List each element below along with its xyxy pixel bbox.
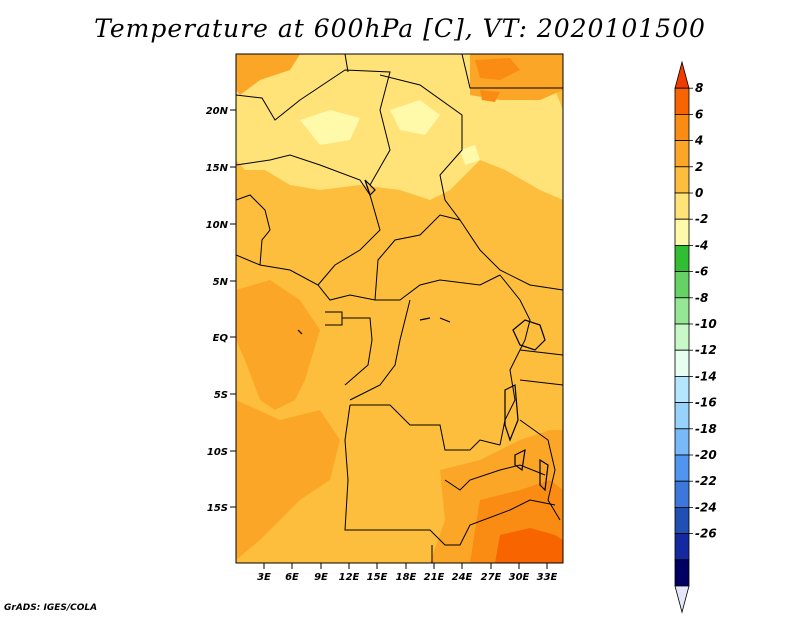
lon-tick-label: 9E bbox=[314, 572, 328, 583]
lat-tick-label: 5S bbox=[214, 390, 228, 401]
colorbar-label: -12 bbox=[695, 343, 717, 357]
lon-tick-label: 12E bbox=[339, 572, 360, 583]
lon-tick-label: 27E bbox=[481, 572, 502, 583]
colorbar-arrow-top bbox=[674, 60, 690, 89]
lat-tick-label: 10N bbox=[206, 220, 229, 231]
colorbar-label: -22 bbox=[695, 474, 717, 488]
colorbar-segment bbox=[674, 271, 690, 299]
colorbar-label: -26 bbox=[695, 527, 717, 541]
colorbar-label: 0 bbox=[695, 186, 703, 200]
colorbar-segment bbox=[674, 480, 690, 508]
colorbar-segment bbox=[674, 375, 690, 403]
lon-axis bbox=[263, 563, 548, 569]
colorbar-segment bbox=[674, 533, 690, 561]
map-title: Temperature at 600hPa [C], VT: 202010150… bbox=[94, 14, 706, 43]
map-frame bbox=[235, 53, 564, 564]
colorbar-label: 2 bbox=[695, 160, 703, 174]
lon-tick-labels: 3E 6E 9E 12E 15E 18E 21E 24E 27E 30E 33E bbox=[257, 572, 557, 583]
colorbar-segment bbox=[674, 454, 690, 482]
lon-tick-label: 33E bbox=[537, 572, 558, 583]
colorbar-segment bbox=[674, 349, 690, 377]
colorbar: 8 6 4 2 0 -2 -4 -6 -8 -10 -12 -14 -16 -18 -20 -22 -24 -26 bbox=[674, 60, 717, 614]
colorbar-label: -14 bbox=[695, 369, 717, 383]
lon-tick-label: 24E bbox=[452, 572, 473, 583]
colorbar-label: -2 bbox=[695, 212, 708, 226]
colorbar-segment bbox=[674, 114, 690, 142]
colorbar-label: 4 bbox=[694, 134, 703, 148]
colorbar-label: -20 bbox=[695, 448, 717, 462]
lat-tick-labels: 20N 15N 10N 5N EQ 5S 10S 15S bbox=[206, 106, 229, 514]
lat-tick-label: 15N bbox=[206, 163, 229, 174]
country-borders bbox=[236, 54, 563, 563]
lat-tick-label: 5N bbox=[213, 277, 229, 288]
colorbar-segment bbox=[674, 323, 690, 351]
credit-text: GrADS: IGES/COLA bbox=[4, 603, 98, 613]
lat-tick-label: 20N bbox=[206, 106, 229, 117]
colorbar-label: 8 bbox=[695, 81, 703, 95]
lat-tick-label: EQ bbox=[213, 333, 229, 344]
colorbar-label: -6 bbox=[695, 265, 708, 279]
colorbar-segment bbox=[674, 506, 690, 534]
colorbar-label: 6 bbox=[695, 107, 703, 121]
colorbar-segment bbox=[674, 559, 690, 587]
colorbar-label: -18 bbox=[695, 422, 717, 436]
lon-tick-label: 3E bbox=[257, 572, 271, 583]
colorbar-segment bbox=[674, 244, 690, 272]
colorbar-segment bbox=[674, 297, 690, 325]
colorbar-segment bbox=[674, 428, 690, 456]
colorbar-label: -16 bbox=[695, 396, 717, 410]
colorbar-segment bbox=[674, 166, 690, 194]
colorbar-segment bbox=[674, 140, 690, 168]
colorbar-segment bbox=[674, 192, 690, 220]
colorbar-segment bbox=[674, 402, 690, 430]
lon-tick-label: 18E bbox=[396, 572, 417, 583]
colorbar-arrow-bottom bbox=[674, 585, 690, 614]
lat-tick-label: 15S bbox=[207, 503, 228, 514]
lon-tick-label: 30E bbox=[509, 572, 530, 583]
lat-axis bbox=[230, 109, 236, 508]
lon-tick-label: 21E bbox=[424, 572, 445, 583]
colorbar-label: -8 bbox=[695, 291, 708, 305]
lon-tick-label: 6E bbox=[285, 572, 299, 583]
lat-tick-label: 10S bbox=[207, 447, 228, 458]
lon-tick-label: 15E bbox=[367, 572, 388, 583]
colorbar-segment bbox=[674, 218, 690, 246]
temperature-field bbox=[236, 54, 563, 563]
lakes bbox=[297, 179, 549, 492]
colorbar-segment bbox=[674, 87, 690, 115]
colorbar-label: -24 bbox=[695, 500, 717, 514]
colorbar-label: -4 bbox=[695, 238, 708, 252]
colorbar-label: -10 bbox=[695, 317, 717, 331]
